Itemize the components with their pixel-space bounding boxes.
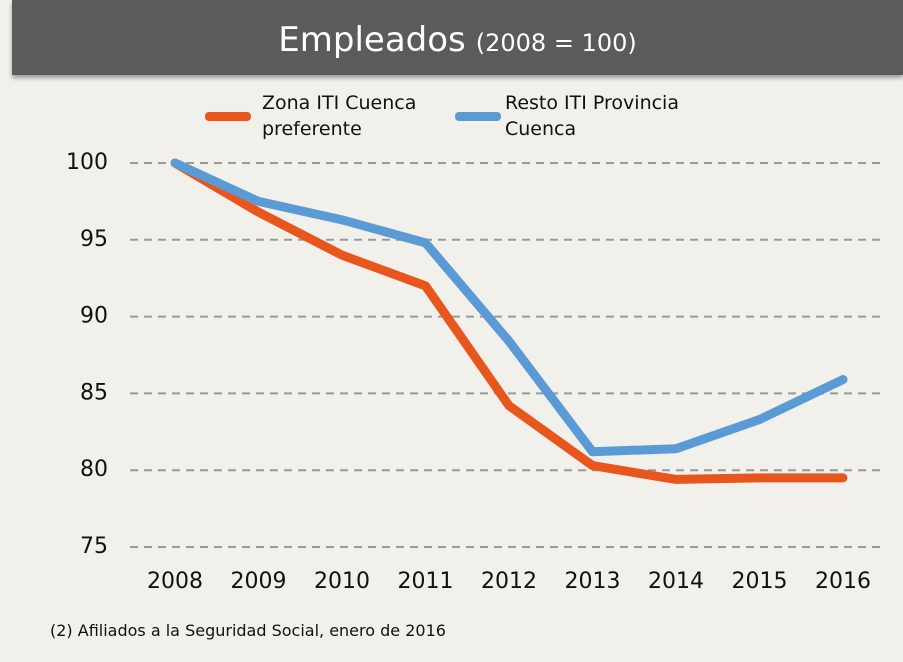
y-tick-label: 80 (80, 457, 108, 482)
x-tick-label: 2009 (231, 569, 287, 594)
y-tick-label: 100 (66, 150, 108, 175)
y-tick-label: 75 (80, 534, 108, 559)
y-tick-label: 85 (80, 380, 108, 405)
x-tick-label: 2008 (147, 569, 203, 594)
x-tick-label: 2012 (481, 569, 537, 594)
chart-subtitle: (2008 = 100) (475, 29, 637, 57)
x-tick-label: 2013 (565, 569, 621, 594)
x-tick-label: 2015 (732, 569, 788, 594)
y-tick-label: 90 (80, 304, 108, 329)
footnote: (2) Afiliados a la Seguridad Social, ene… (50, 621, 446, 640)
x-tick-label: 2010 (314, 569, 370, 594)
x-tick-label: 2014 (648, 569, 704, 594)
series-line (170, 158, 848, 484)
title-bar: Empleados (2008 = 100) (12, 0, 903, 75)
legend-label: Resto ITI Provincia Cuenca (505, 92, 679, 140)
legend-swatch (205, 112, 251, 121)
x-tick-label: 2011 (398, 569, 454, 594)
series-line (170, 158, 848, 457)
legend-swatch (455, 112, 501, 121)
chart-title: Empleados (278, 20, 466, 60)
legend-label: Zona ITI Cuenca preferente (262, 92, 417, 140)
y-tick-label: 95 (80, 227, 108, 252)
x-tick-label: 2016 (815, 569, 871, 594)
